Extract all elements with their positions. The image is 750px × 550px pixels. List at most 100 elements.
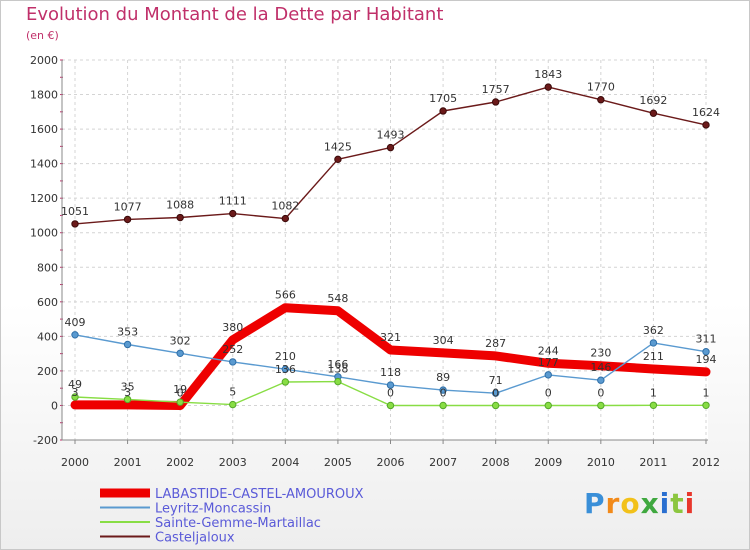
x-tick-label: 2008 [482, 456, 510, 469]
data-point [334, 155, 342, 164]
x-tick-label: 2002 [166, 456, 194, 469]
data-point [176, 213, 184, 222]
legend-label: Casteljaloux [155, 531, 235, 546]
data-point [702, 401, 710, 409]
data-point [702, 121, 710, 129]
plot-area [62, 60, 708, 440]
data-label: 0 [492, 386, 499, 399]
data-label: 252 [222, 343, 243, 356]
data-label: 0 [440, 386, 447, 399]
data-label: 311 [696, 333, 717, 346]
brand-letter: i [684, 487, 696, 520]
x-tick-label: 2003 [219, 456, 247, 469]
data-point [281, 214, 290, 223]
brand-letter: i [659, 487, 671, 520]
data-label: 1692 [639, 94, 667, 107]
y-tick-label: 800 [37, 261, 58, 274]
data-point [649, 401, 658, 409]
data-point [229, 400, 237, 409]
data-label: 1493 [377, 129, 405, 142]
data-label: 3 [72, 386, 79, 399]
data-label: 177 [538, 356, 559, 369]
data-label: 1843 [534, 68, 562, 81]
unit-label: (en €) [26, 29, 59, 42]
data-label: 1425 [324, 140, 352, 153]
brand-letter: r [605, 487, 621, 520]
data-label: 1770 [587, 81, 615, 94]
data-label: 244 [538, 344, 559, 357]
data-label: 1111 [219, 195, 247, 208]
x-tick-label: 2007 [429, 456, 457, 469]
data-label: 548 [327, 292, 348, 305]
data-label: 1082 [271, 200, 299, 213]
data-label: 136 [275, 363, 296, 376]
y-tick-label: 1800 [30, 89, 58, 102]
data-point [491, 389, 500, 397]
x-tick-label: 2000 [61, 456, 89, 469]
data-label: 19 [173, 383, 187, 396]
brand-letter: P [584, 487, 606, 520]
data-label: 0 [177, 386, 184, 399]
data-label: 118 [380, 366, 401, 379]
data-point [597, 376, 605, 384]
x-tick-label: 2004 [271, 456, 299, 469]
y-tick-label: 1600 [30, 123, 58, 136]
y-tick-label: 600 [37, 296, 58, 309]
data-label: 49 [68, 378, 82, 391]
brand-logo: Proxiti [584, 487, 695, 520]
data-point [649, 339, 658, 347]
y-tick-label: 200 [37, 365, 58, 378]
x-tick-label: 2009 [534, 456, 562, 469]
data-label: 194 [696, 353, 717, 366]
data-label: 287 [485, 337, 506, 350]
data-point [386, 381, 395, 389]
data-point [123, 340, 132, 349]
data-label: 302 [170, 334, 191, 347]
y-tick-label: 2000 [30, 54, 58, 67]
x-tick-label: 2010 [587, 456, 615, 469]
data-point [71, 393, 79, 401]
data-point [491, 401, 500, 410]
data-label: 1088 [166, 199, 194, 212]
y-tick-label: 1400 [30, 158, 58, 171]
data-label: 362 [643, 324, 664, 337]
data-label: 409 [65, 316, 86, 329]
y-tick-label: 0 [51, 399, 58, 412]
data-label: 138 [327, 363, 348, 376]
data-point [649, 109, 658, 117]
data-point [439, 401, 447, 410]
data-label: 321 [380, 331, 401, 344]
data-point [702, 348, 710, 356]
data-label: 1 [650, 386, 657, 399]
x-tick-label: 2001 [114, 456, 142, 469]
data-point [544, 83, 552, 91]
data-point [386, 143, 395, 152]
chart-title: Evolution du Montant de la Dette par Hab… [26, 4, 444, 25]
x-tick-label: 2006 [377, 456, 405, 469]
data-label: 3 [124, 386, 131, 399]
data-label: 210 [275, 350, 296, 363]
data-point [71, 220, 79, 228]
y-tick-label: 1000 [30, 227, 58, 240]
data-label: 1051 [61, 205, 89, 218]
data-label: 1077 [114, 200, 142, 213]
data-point [71, 331, 79, 339]
data-point [123, 215, 132, 224]
data-point [123, 395, 132, 404]
brand-letter: t [670, 487, 685, 520]
data-label: 1757 [482, 83, 510, 96]
data-point [386, 401, 395, 410]
data-point [229, 209, 237, 218]
data-label: 230 [590, 347, 611, 360]
data-label: 5 [229, 386, 236, 399]
data-label: 0 [597, 386, 604, 399]
data-point [176, 349, 184, 357]
data-label: 71 [489, 374, 503, 387]
data-label: 0 [387, 386, 394, 399]
data-label: 353 [117, 325, 138, 338]
data-label: 380 [222, 321, 243, 334]
data-label: 1624 [692, 106, 720, 119]
y-tick-label: -200 [33, 434, 58, 447]
data-point [229, 358, 237, 366]
